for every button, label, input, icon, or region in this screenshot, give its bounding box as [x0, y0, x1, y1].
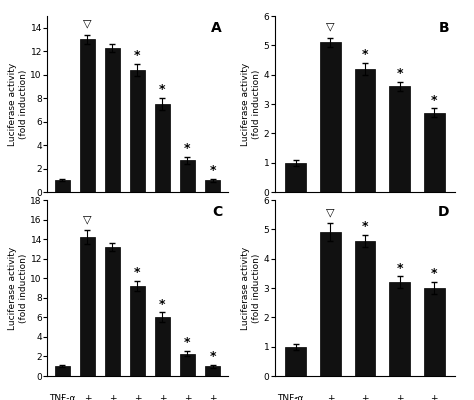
- Bar: [130, 286, 145, 376]
- Text: +: +: [209, 210, 216, 218]
- Text: *: *: [184, 142, 191, 155]
- Bar: [285, 347, 306, 376]
- Bar: [355, 241, 375, 376]
- Bar: [285, 163, 306, 192]
- Text: +: +: [184, 210, 191, 218]
- Bar: [320, 232, 341, 376]
- Text: IL-1β: IL-1β: [49, 210, 71, 218]
- Text: +: +: [109, 394, 116, 400]
- Text: -: -: [294, 394, 297, 400]
- Text: 40: 40: [182, 227, 193, 236]
- Bar: [424, 288, 445, 376]
- Text: +: +: [109, 210, 116, 218]
- Y-axis label: Luciferase activity
(fold induction): Luciferase activity (fold induction): [241, 246, 261, 330]
- Text: *: *: [431, 94, 438, 107]
- Text: 10: 10: [132, 227, 143, 236]
- Bar: [55, 180, 70, 192]
- Bar: [155, 104, 170, 192]
- Bar: [80, 237, 95, 376]
- Text: +: +: [84, 394, 91, 400]
- Bar: [355, 69, 375, 192]
- Y-axis label: Luciferase activity
(fold induction): Luciferase activity (fold induction): [8, 62, 27, 146]
- Text: +: +: [134, 210, 141, 218]
- Text: ▽: ▽: [326, 207, 335, 217]
- Text: +: +: [159, 210, 166, 218]
- Text: +: +: [159, 394, 166, 400]
- Text: 1: 1: [109, 227, 115, 236]
- Bar: [389, 86, 410, 192]
- Text: SB203347 (μM): SB203347 (μM): [49, 227, 108, 236]
- Text: 25: 25: [428, 227, 440, 236]
- Bar: [205, 180, 220, 192]
- Text: *: *: [134, 266, 141, 279]
- Y-axis label: Luciferase activity
(fold induction): Luciferase activity (fold induction): [241, 62, 261, 146]
- Bar: [55, 366, 70, 376]
- Text: *: *: [209, 350, 216, 363]
- Text: +: +: [396, 394, 403, 400]
- Bar: [105, 48, 120, 192]
- Bar: [130, 70, 145, 192]
- Text: *: *: [396, 67, 403, 80]
- Text: +: +: [361, 210, 369, 218]
- Text: TNF-α: TNF-α: [277, 394, 303, 400]
- Bar: [80, 40, 95, 192]
- Bar: [424, 113, 445, 192]
- Text: TNF-α: TNF-α: [49, 394, 75, 400]
- Bar: [105, 247, 120, 376]
- Text: *: *: [362, 48, 368, 61]
- Bar: [155, 317, 170, 376]
- Text: *: *: [362, 220, 368, 234]
- Text: -: -: [61, 394, 64, 400]
- Text: *: *: [209, 164, 216, 177]
- Text: -: -: [61, 210, 64, 218]
- Text: 60: 60: [207, 227, 218, 236]
- Bar: [205, 366, 220, 376]
- Text: +: +: [430, 394, 438, 400]
- Text: +: +: [84, 210, 91, 218]
- Text: ▽: ▽: [83, 214, 91, 224]
- Text: 20: 20: [157, 227, 168, 236]
- Text: ▽: ▽: [83, 19, 91, 29]
- Text: MAFP (μM): MAFP (μM): [49, 245, 90, 254]
- Text: -: -: [294, 210, 297, 218]
- Text: C: C: [212, 205, 222, 219]
- Text: *: *: [396, 262, 403, 274]
- Text: D: D: [438, 205, 450, 219]
- Text: MAFP (μM): MAFP (μM): [277, 227, 318, 236]
- Text: 1: 1: [362, 227, 368, 236]
- Text: *: *: [134, 49, 141, 62]
- Bar: [389, 282, 410, 376]
- Text: *: *: [184, 336, 191, 349]
- Text: 5: 5: [397, 227, 402, 236]
- Text: +: +: [396, 210, 403, 218]
- Text: +: +: [361, 394, 369, 400]
- Text: +: +: [327, 210, 334, 218]
- Text: *: *: [159, 298, 166, 311]
- Text: +: +: [430, 210, 438, 218]
- Bar: [180, 160, 195, 192]
- Text: B: B: [439, 21, 450, 35]
- Text: *: *: [431, 267, 438, 280]
- Text: +: +: [327, 394, 334, 400]
- Text: +: +: [184, 394, 191, 400]
- Text: +: +: [134, 394, 141, 400]
- Text: *: *: [159, 83, 166, 96]
- Bar: [180, 354, 195, 376]
- Text: ▽: ▽: [326, 22, 335, 32]
- Y-axis label: Luciferase activity
(fold induction): Luciferase activity (fold induction): [8, 246, 27, 330]
- Text: IL-1β: IL-1β: [277, 210, 299, 218]
- Text: +: +: [209, 394, 216, 400]
- Text: A: A: [211, 21, 222, 35]
- Bar: [320, 42, 341, 192]
